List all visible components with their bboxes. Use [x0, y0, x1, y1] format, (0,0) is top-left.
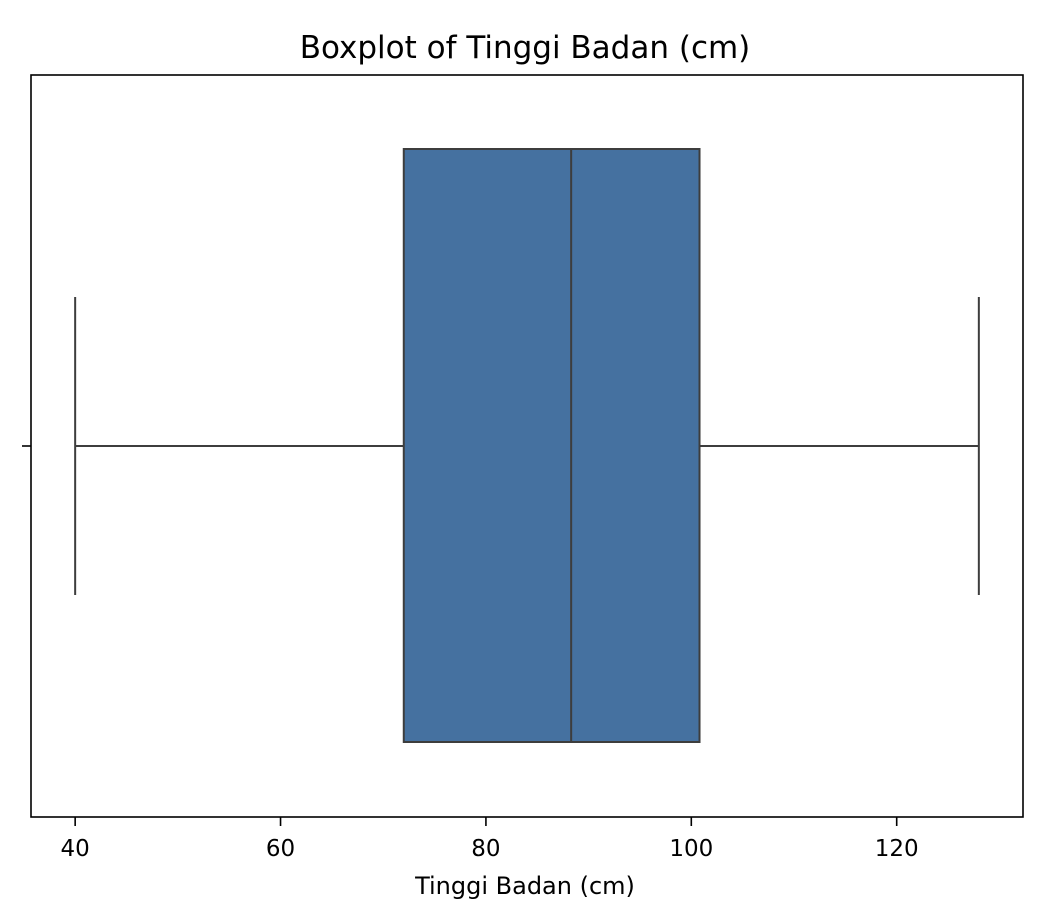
x-axis-label: Tinggi Badan (cm) — [414, 872, 635, 900]
chart-title: Boxplot of Tinggi Badan (cm) — [300, 30, 751, 66]
x-tick-label: 80 — [471, 836, 500, 862]
x-tick-label: 100 — [669, 836, 713, 862]
plot-area — [74, 148, 980, 743]
x-tick-label: 40 — [61, 836, 90, 862]
x-tick-label: 60 — [266, 836, 295, 862]
x-axis-ticks: 40 60 80 100 120 — [61, 817, 919, 862]
iqr-box — [402, 148, 701, 743]
x-tick-label: 120 — [875, 836, 919, 862]
